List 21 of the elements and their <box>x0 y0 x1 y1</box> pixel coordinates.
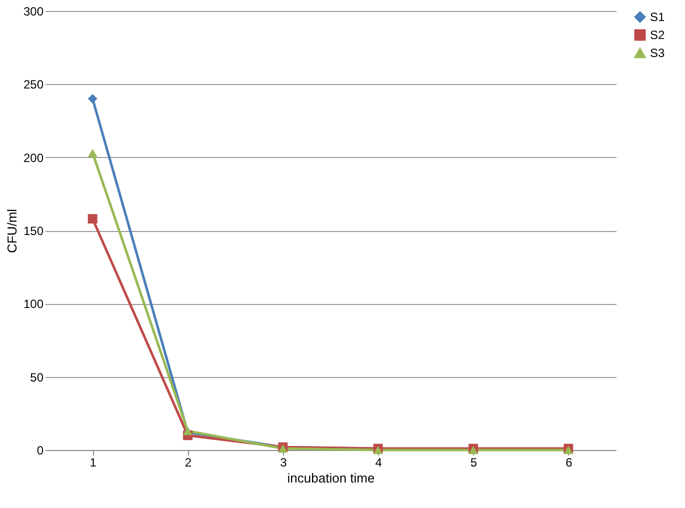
point <box>88 148 98 158</box>
legend-label: S3 <box>650 46 666 60</box>
x-tick-label: 3 <box>280 456 288 470</box>
point <box>88 94 98 104</box>
y-tick-label: 0 <box>36 444 44 458</box>
legend-label: S1 <box>650 10 666 24</box>
y-tick-label: 250 <box>23 78 44 92</box>
y-axis-title: CFU/ml <box>4 208 20 254</box>
legend-label: S2 <box>650 28 666 42</box>
x-tick-label: 5 <box>470 456 478 470</box>
x-tick-label: 4 <box>375 456 382 470</box>
y-tick-label: 50 <box>30 370 44 384</box>
y-tick-label: 150 <box>23 224 44 238</box>
y-tick-label: 200 <box>23 150 44 165</box>
x-axis-title: incubation time <box>287 470 375 486</box>
x-tick-label: 1 <box>90 456 97 470</box>
point <box>88 214 98 224</box>
y-tick-label: 300 <box>23 4 44 18</box>
x-tick-label: 6 <box>566 456 573 470</box>
x-tick-label: 2 <box>184 456 192 470</box>
y-tick-label: 100 <box>23 297 44 312</box>
